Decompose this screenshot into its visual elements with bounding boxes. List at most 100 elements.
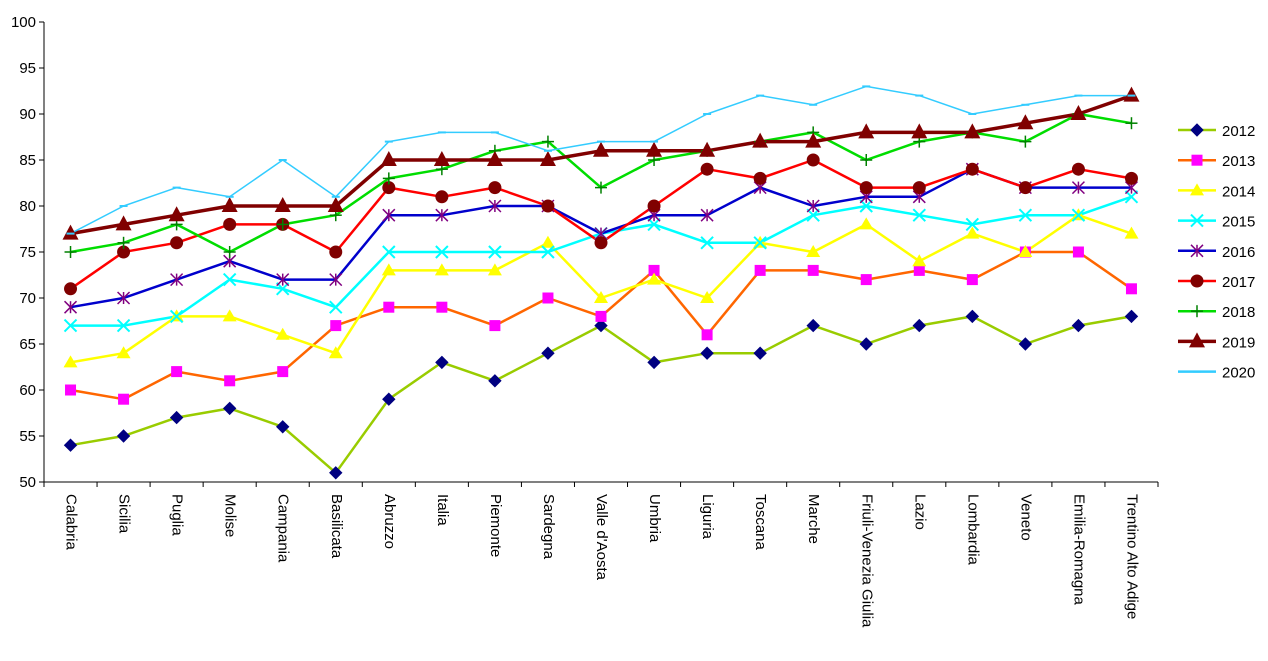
data-point: [806, 153, 820, 167]
data-point: [488, 181, 502, 195]
x-tick-label: Lombardia: [964, 494, 981, 566]
data-point: [1125, 283, 1137, 295]
data-point: [753, 236, 767, 250]
axes: [43, 22, 1158, 483]
data-point: [329, 245, 343, 259]
x-tick-label: Basilicata: [328, 494, 345, 559]
legend-label: 2015: [1222, 214, 1255, 231]
data-point: [752, 132, 769, 148]
data-point: [860, 154, 873, 166]
series-markers-2019: [62, 86, 1140, 240]
x-tick-label: Molise: [222, 494, 239, 537]
data-point: [965, 309, 980, 324]
data-point: [274, 197, 291, 212]
data-point: [488, 245, 502, 259]
x-tick-label: Toscana: [752, 494, 769, 551]
series-markers-2017: [64, 153, 1138, 296]
series-line-2012: [70, 315, 1132, 475]
legend-item: 2018: [1178, 304, 1255, 321]
data-point: [1124, 190, 1139, 204]
data-point: [330, 320, 342, 332]
x-tick-label: Friuli-Venezia Giulia: [858, 494, 875, 628]
data-point: [382, 172, 395, 185]
data-point: [116, 346, 131, 359]
x-tick-label: Italia: [434, 494, 451, 526]
y-tick-label: 90: [19, 106, 36, 123]
y-tick-label: 50: [19, 474, 36, 491]
data-point: [116, 429, 131, 443]
data-point: [1123, 86, 1140, 102]
data-point: [223, 217, 237, 231]
data-point: [541, 346, 555, 360]
data-point: [64, 282, 78, 296]
data-point: [382, 245, 396, 259]
data-point: [647, 217, 661, 232]
data-point: [912, 254, 927, 267]
y-axis-ticks: 50 55 60 65 70 75 80 85 90 95 100: [11, 14, 44, 491]
legend-label: 2020: [1222, 365, 1255, 382]
data-point: [594, 318, 608, 333]
y-tick-label: 60: [19, 382, 36, 399]
data-point: [276, 420, 290, 434]
data-point: [383, 301, 395, 313]
data-point: [1071, 162, 1085, 176]
data-point: [63, 300, 78, 314]
data-point: [63, 318, 78, 333]
data-point: [700, 346, 714, 360]
legend-label: 2013: [1222, 153, 1255, 170]
data-point: [117, 245, 131, 259]
data-point: [701, 329, 713, 341]
data-point: [594, 236, 608, 250]
data-point: [541, 135, 554, 148]
data-point: [647, 199, 661, 213]
legend-item: 2020: [1178, 365, 1255, 382]
data-point: [382, 208, 396, 222]
data-point: [541, 245, 555, 259]
data-point: [436, 301, 448, 313]
data-point: [964, 123, 981, 139]
data-point: [169, 309, 184, 324]
data-point: [965, 162, 979, 176]
y-tick-label: 70: [19, 290, 36, 307]
data-point: [912, 208, 926, 222]
series-markers: [62, 85, 1140, 480]
data-point: [807, 264, 819, 276]
data-point: [1124, 226, 1139, 239]
data-point: [382, 392, 396, 406]
data-point: [1018, 208, 1033, 222]
data-point: [700, 162, 714, 176]
data-point: [1072, 246, 1084, 258]
data-point: [542, 292, 554, 304]
data-point: [1190, 244, 1204, 258]
data-point: [540, 235, 555, 248]
data-point: [486, 151, 503, 166]
data-point: [1018, 245, 1033, 257]
data-point: [806, 208, 820, 222]
x-tick-label: Calabria: [63, 494, 80, 551]
x-tick-label: Marche: [805, 494, 822, 544]
data-point: [1124, 309, 1139, 324]
data-point: [805, 132, 822, 148]
data-point: [1190, 274, 1204, 288]
data-point: [754, 264, 766, 276]
legend-item: 2012: [1178, 123, 1255, 140]
legend-label: 2012: [1222, 123, 1255, 140]
data-point: [965, 226, 980, 239]
legend-label: 2017: [1222, 274, 1255, 291]
data-point: [859, 181, 873, 195]
data-point: [275, 327, 290, 340]
data-point: [1191, 154, 1203, 166]
data-point: [62, 224, 79, 240]
data-point: [593, 141, 609, 157]
data-point: [539, 151, 556, 166]
data-point: [1017, 114, 1034, 130]
data-point: [1071, 181, 1085, 195]
data-point: [488, 374, 502, 388]
legend-item: 2015: [1178, 214, 1255, 231]
data-point: [170, 236, 184, 250]
data-point: [859, 217, 874, 230]
data-point: [646, 141, 663, 157]
data-point: [912, 318, 926, 333]
x-tick-label: Puglia: [169, 494, 186, 536]
data-point: [911, 123, 928, 139]
